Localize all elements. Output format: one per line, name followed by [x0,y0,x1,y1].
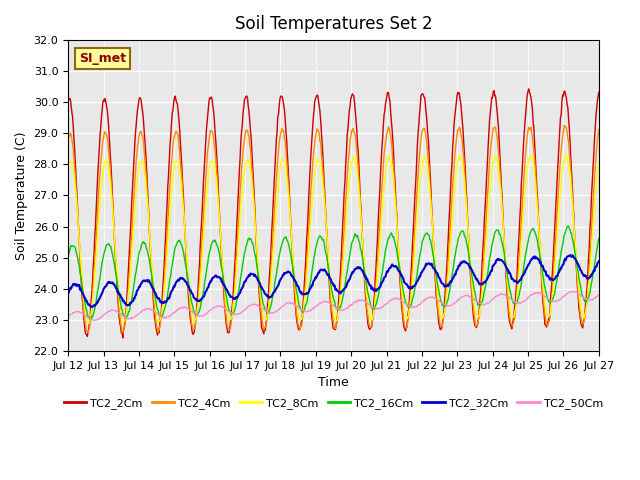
TC2_2Cm [74,211,81,216]
TC2_8Cm [183,256,191,262]
TC2_32Cm [74,283,81,288]
Y-axis label: Soil Temperature (C): Soil Temperature (C) [15,131,28,260]
TC2_8Cm [562,152,570,158]
TC2_4Cm [129,205,137,211]
TC2_32Cm [595,258,603,264]
TC2_2Cm [525,86,532,92]
TC2_32Cm [399,275,406,280]
TC2_32Cm [64,290,72,296]
TC2_2Cm [595,89,603,95]
TC2_4Cm [119,330,127,336]
TC2_32Cm [183,281,191,287]
TC2_50Cm [566,289,574,295]
TC2_50Cm [414,302,422,308]
Line: TC2_32Cm: TC2_32Cm [68,255,599,307]
TC2_50Cm [74,309,81,314]
TC2_4Cm [560,122,568,128]
TC2_50Cm [64,314,72,320]
TC2_16Cm [414,264,422,270]
TC2_8Cm [211,168,219,174]
TC2_50Cm [183,305,191,311]
TC2_4Cm [74,214,81,220]
X-axis label: Time: Time [318,376,349,389]
TC2_4Cm [595,127,603,132]
TC2_32Cm [566,252,574,258]
TC2_16Cm [564,223,572,229]
TC2_16Cm [399,284,406,289]
TC2_4Cm [64,135,72,141]
TC2_2Cm [64,97,72,103]
Legend: TC2_2Cm, TC2_4Cm, TC2_8Cm, TC2_16Cm, TC2_32Cm, TC2_50Cm: TC2_2Cm, TC2_4Cm, TC2_8Cm, TC2_16Cm, TC2… [60,394,607,414]
Line: TC2_2Cm: TC2_2Cm [68,89,599,338]
TC2_4Cm [211,148,219,154]
TC2_8Cm [595,159,603,165]
TC2_16Cm [129,288,137,293]
TC2_16Cm [183,270,191,276]
TC2_16Cm [64,255,72,261]
TC2_2Cm [183,267,191,273]
TC2_8Cm [399,295,406,300]
Line: TC2_50Cm: TC2_50Cm [68,292,599,320]
TC2_16Cm [86,317,94,323]
Text: SI_met: SI_met [79,52,126,65]
TC2_32Cm [129,298,137,304]
TC2_2Cm [119,335,127,341]
TC2_16Cm [74,255,81,261]
TC2_2Cm [211,128,219,134]
TC2_4Cm [183,265,191,271]
TC2_8Cm [129,231,137,237]
Title: Soil Temperatures Set 2: Soil Temperatures Set 2 [235,15,432,33]
TC2_32Cm [211,274,219,279]
Line: TC2_4Cm: TC2_4Cm [68,125,599,333]
TC2_16Cm [211,237,219,243]
TC2_32Cm [88,304,95,310]
TC2_50Cm [211,304,219,310]
TC2_2Cm [399,312,406,317]
TC2_4Cm [399,306,406,312]
TC2_2Cm [414,131,422,137]
TC2_8Cm [74,212,81,218]
Line: TC2_16Cm: TC2_16Cm [68,226,599,320]
TC2_50Cm [91,317,99,323]
Line: TC2_8Cm: TC2_8Cm [68,155,599,324]
TC2_16Cm [595,236,603,241]
TC2_32Cm [414,277,422,283]
TC2_8Cm [85,321,93,326]
TC2_2Cm [129,173,137,179]
TC2_50Cm [595,292,603,298]
TC2_8Cm [64,166,72,171]
TC2_50Cm [399,299,406,304]
TC2_8Cm [414,203,422,209]
TC2_4Cm [414,174,422,180]
TC2_50Cm [129,315,137,321]
